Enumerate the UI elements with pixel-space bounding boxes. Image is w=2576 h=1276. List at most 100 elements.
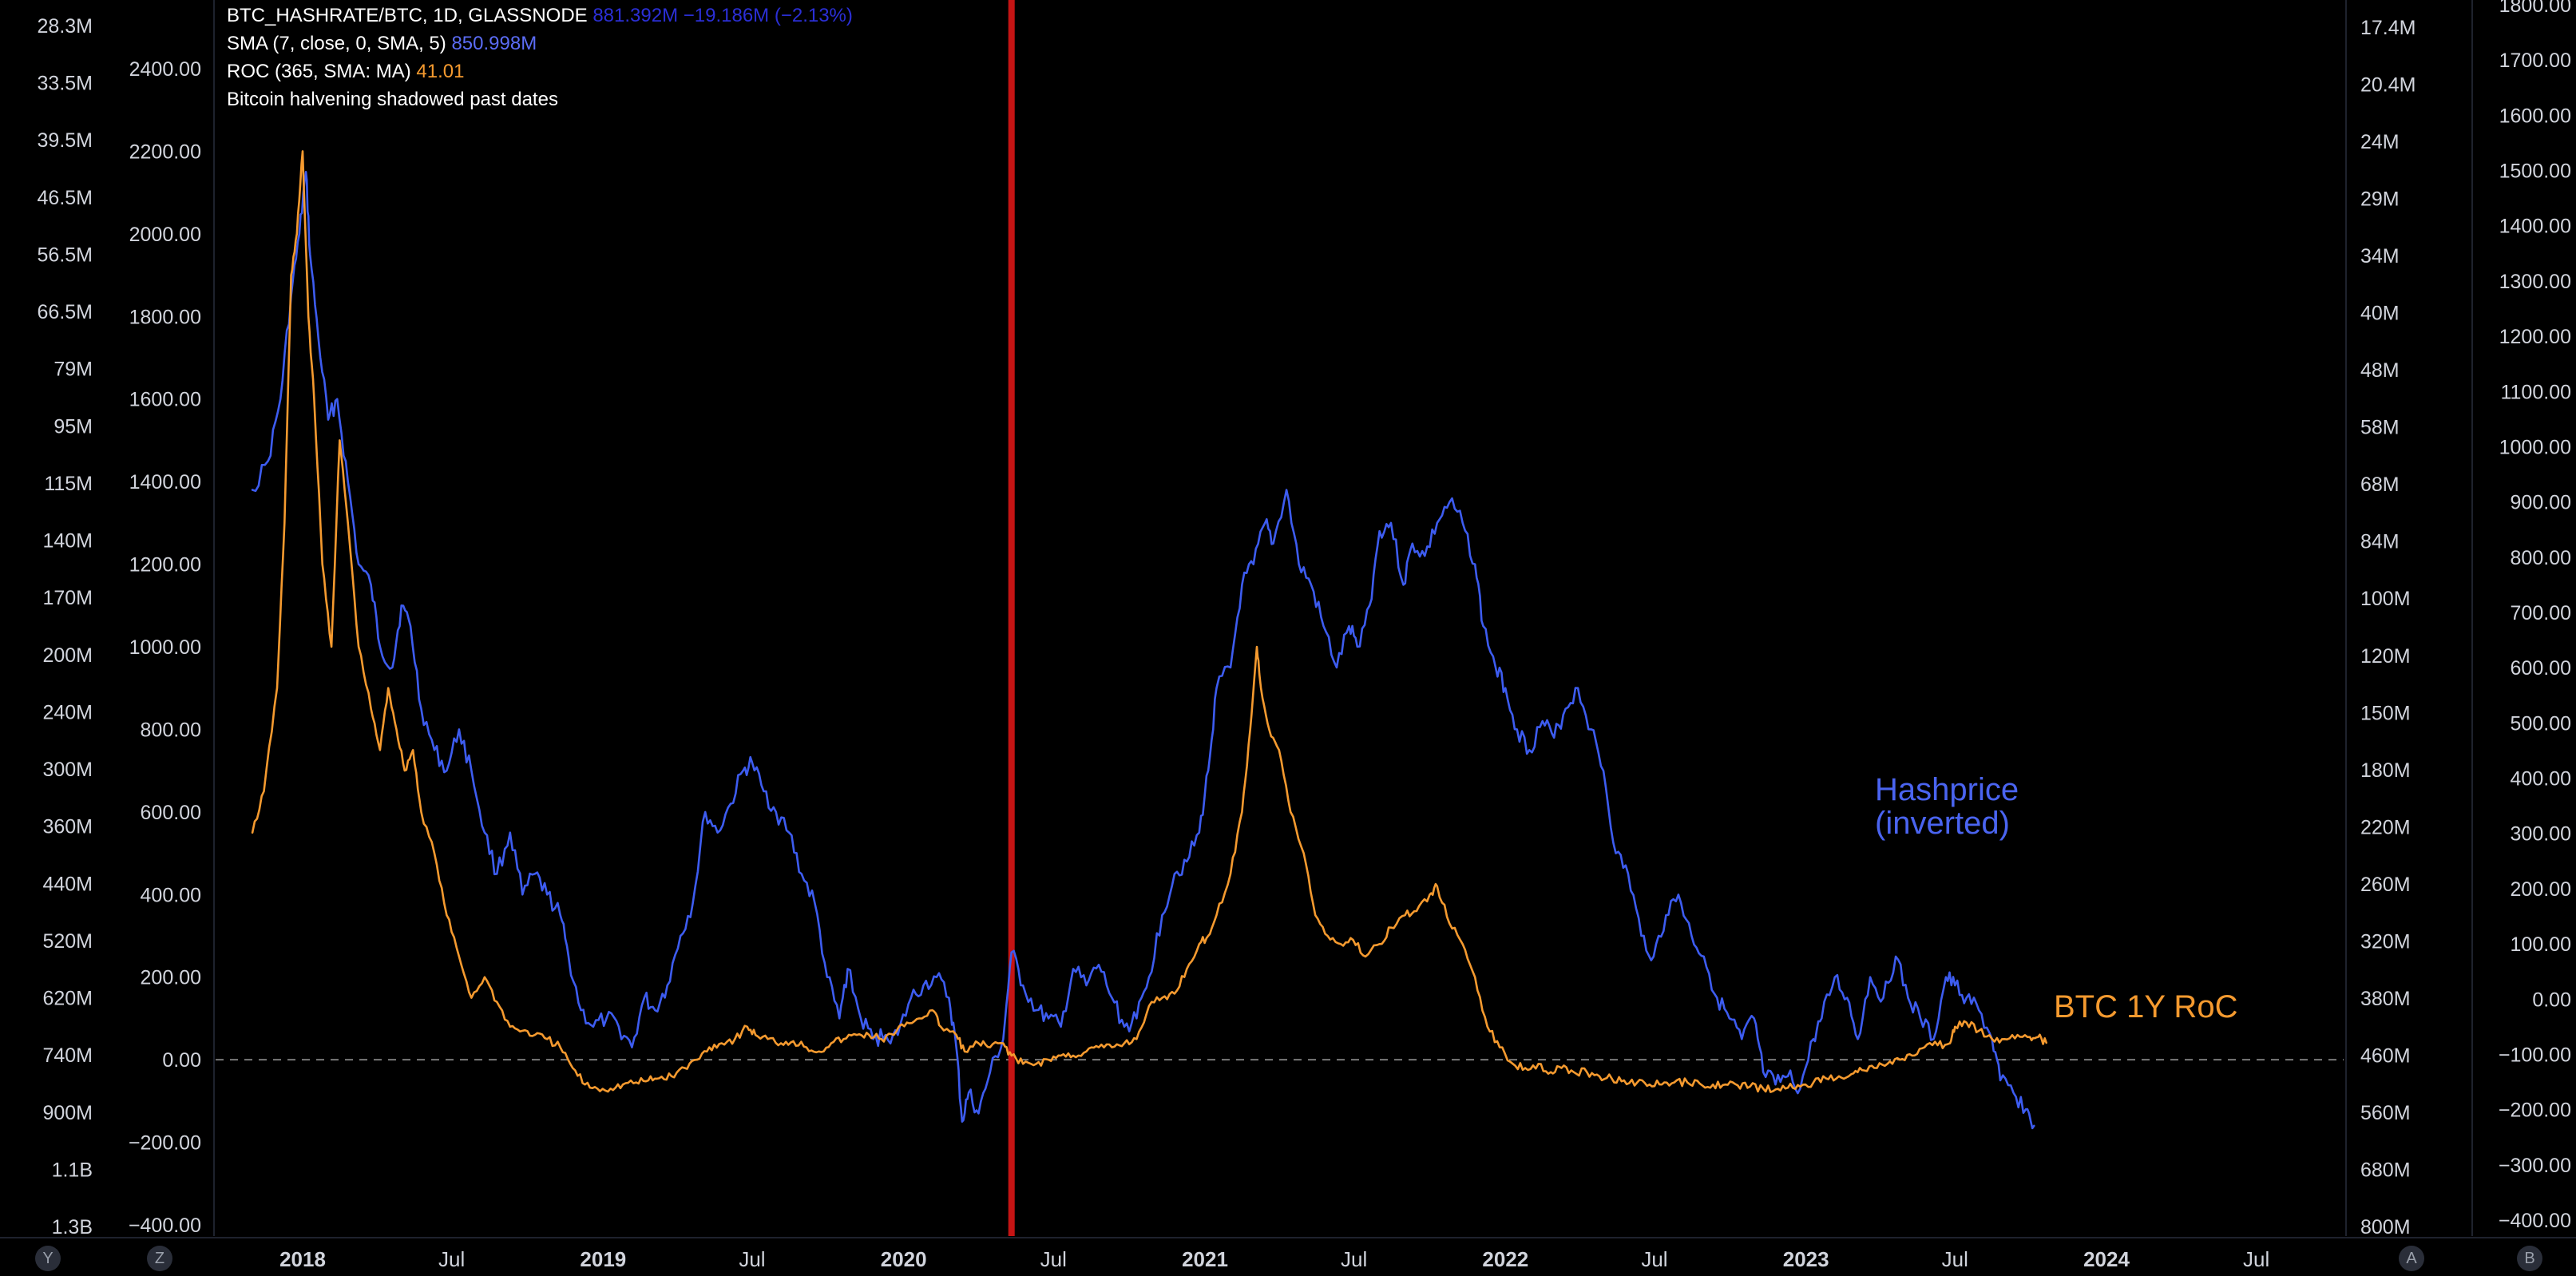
legend-halving-row: Bitcoin halvening shadowed past dates (227, 85, 853, 113)
far-right-tick-label: 0.00 (2532, 989, 2571, 1011)
left-hashprice-tick-label: 520M (42, 930, 93, 953)
right-hashprice-tick-label: 84M (2360, 531, 2400, 553)
roc-tick-label: 200.00 (141, 967, 201, 989)
left-hashprice-tick-label: 140M (42, 530, 93, 553)
right-hashprice-tick-label: 40M (2360, 303, 2400, 325)
roc-series-line (251, 150, 2047, 1093)
halving-label[interactable]: Bitcoin halvening shadowed past dates (227, 89, 558, 110)
left-hashprice-tick-label: 440M (42, 873, 93, 895)
sma-label[interactable]: SMA (7, close, 0, SMA, 5) (227, 33, 446, 54)
series-layer (251, 0, 2047, 1236)
far-right-tick-label: 500.00 (2511, 712, 2571, 735)
legend: BTC_HASHRATE/BTC, 1D, GLASSNODE 881.392M… (227, 2, 853, 113)
time-tick-label: 2022 (1482, 1247, 1528, 1271)
right-hashprice-tick-label: 17.4M (2360, 17, 2415, 39)
time-tick-label: 2018 (279, 1247, 326, 1271)
y-axis-button[interactable]: Y (35, 1246, 61, 1271)
right-hashprice-tick-label: 29M (2360, 188, 2400, 211)
legend-sma-row: SMA (7, close, 0, SMA, 5) 850.998M (227, 30, 853, 57)
far-right-tick-label: 100.00 (2511, 933, 2571, 956)
b-axis-button[interactable]: B (2517, 1246, 2542, 1271)
right-hashprice-tick-label: 380M (2360, 988, 2411, 1010)
time-tick-label: Jul (438, 1247, 465, 1271)
left-hashprice-tick-label: 1.1B (52, 1159, 93, 1181)
halving-marker (1008, 0, 1015, 1236)
right-hashprice-tick-label: 20.4M (2360, 74, 2415, 97)
roc-tick-label: 0.00 (162, 1049, 201, 1072)
left-hashprice-tick-label: 740M (42, 1044, 93, 1067)
roc-axis: 2400.00 2200.00 2000.00 1800.00 1600.00 1400.… (129, 58, 201, 1237)
right-hashprice-tick-label: 220M (2360, 816, 2411, 838)
hashprice-annotation: Hashprice (inverted) (1875, 773, 2019, 840)
left-hashprice-tick-label: 95M (54, 415, 93, 438)
left-hashprice-tick-label: 1.3B (52, 1216, 93, 1238)
far-right-tick-label: 1200.00 (2499, 326, 2571, 348)
right-hashprice-tick-label: 100M (2360, 588, 2411, 610)
far-right-tick-label: 800.00 (2511, 547, 2571, 569)
roc-tick-label: 800.00 (141, 719, 201, 741)
left-hashprice-tick-label: 200M (42, 644, 93, 667)
roc-tick-label: −400.00 (129, 1215, 201, 1237)
symbol-name[interactable]: BTC_HASHRATE/BTC, 1D, GLASSNODE (227, 5, 588, 26)
left-hashprice-tick-label: 300M (42, 759, 93, 781)
left-hashprice-tick-label: 46.5M (38, 187, 93, 209)
time-tick-label: Jul (2243, 1247, 2269, 1271)
roc-tick-label: 400.00 (141, 884, 201, 906)
left-hashprice-axis: 28.3M 33.5M 39.5M 46.5M 56.5M 66.5M 79M 95M 115M… (38, 15, 93, 1238)
far-right-axis: 1800.00 1700.00 1600.00 1500.00 1400.00 1300.… (2499, 0, 2571, 1232)
left-hashprice-tick-label: 79M (54, 359, 93, 381)
right-hashprice-tick-label: 460M (2360, 1044, 2411, 1067)
far-right-tick-label: 400.00 (2511, 768, 2571, 791)
right-hashprice-tick-label: 120M (2360, 645, 2411, 668)
left-hashprice-tick-label: 39.5M (38, 129, 93, 152)
right-hashprice-tick-label: 68M (2360, 474, 2400, 496)
left-hashprice-tick-label: 170M (42, 587, 93, 609)
roc-tick-label: 2200.00 (129, 141, 201, 163)
a-axis-button[interactable]: A (2399, 1246, 2424, 1271)
right-hashprice-axis: 17.4M 20.4M 24M 29M 34M 40M 48M 58M 68M 84M 100M 12… (2360, 17, 2415, 1238)
right-hashprice-tick-label: 150M (2360, 702, 2411, 724)
roc-tick-label: 2000.00 (129, 224, 201, 246)
far-right-tick-label: 1700.00 (2499, 50, 2571, 72)
time-tick-label: 2024 (2083, 1247, 2130, 1271)
right-hashprice-tick-label: 58M (2360, 417, 2400, 439)
symbol-change: −19.186M (−2.13%) (683, 5, 853, 26)
roc-tick-label: −200.00 (129, 1132, 201, 1155)
roc-annotation: BTC 1Y RoC (2054, 989, 2238, 1024)
far-right-tick-label: 300.00 (2511, 823, 2571, 846)
right-hashprice-tick-label: 34M (2360, 245, 2400, 267)
right-hashprice-tick-label: 680M (2360, 1159, 2411, 1181)
roc-tick-label: 1200.00 (129, 554, 201, 577)
far-right-tick-label: −400.00 (2499, 1210, 2571, 1232)
far-right-tick-label: 1100.00 (2500, 381, 2571, 403)
time-tick-label: Jul (1942, 1247, 1968, 1271)
far-right-tick-label: 1400.00 (2499, 216, 2571, 238)
far-right-tick-label: −100.00 (2499, 1044, 2571, 1066)
time-tick-label: Jul (739, 1247, 765, 1271)
roc-label[interactable]: ROC (365, SMA: MA) (227, 61, 411, 82)
time-tick-label: 2023 (1783, 1247, 1829, 1271)
roc-tick-label: 2400.00 (129, 58, 201, 81)
sma-value: 850.998M (451, 33, 537, 54)
right-hashprice-tick-label: 48M (2360, 359, 2400, 382)
roc-tick-label: 1400.00 (129, 471, 201, 493)
time-tick-label: Jul (1040, 1247, 1067, 1271)
time-tick-label: 2021 (1182, 1247, 1228, 1271)
legend-roc-row: ROC (365, SMA: MA) 41.01 (227, 57, 853, 85)
far-right-tick-label: 200.00 (2511, 878, 2571, 901)
time-tick-label: 2019 (580, 1247, 626, 1271)
left-hashprice-tick-label: 33.5M (38, 73, 93, 95)
far-right-tick-label: 1500.00 (2499, 160, 2571, 183)
left-hashprice-tick-label: 28.3M (38, 15, 93, 38)
z-axis-button[interactable]: Z (147, 1246, 172, 1271)
right-hashprice-tick-label: 800M (2360, 1216, 2411, 1238)
far-right-tick-label: −300.00 (2499, 1155, 2571, 1177)
roc-value: 41.01 (416, 61, 465, 82)
left-hashprice-tick-label: 66.5M (38, 301, 93, 323)
far-right-tick-label: 1300.00 (2499, 271, 2571, 293)
roc-tick-label: 600.00 (141, 802, 201, 824)
left-hashprice-tick-label: 900M (42, 1102, 93, 1124)
right-hashprice-tick-label: 24M (2360, 131, 2400, 153)
left-hashprice-tick-label: 620M (42, 988, 93, 1010)
